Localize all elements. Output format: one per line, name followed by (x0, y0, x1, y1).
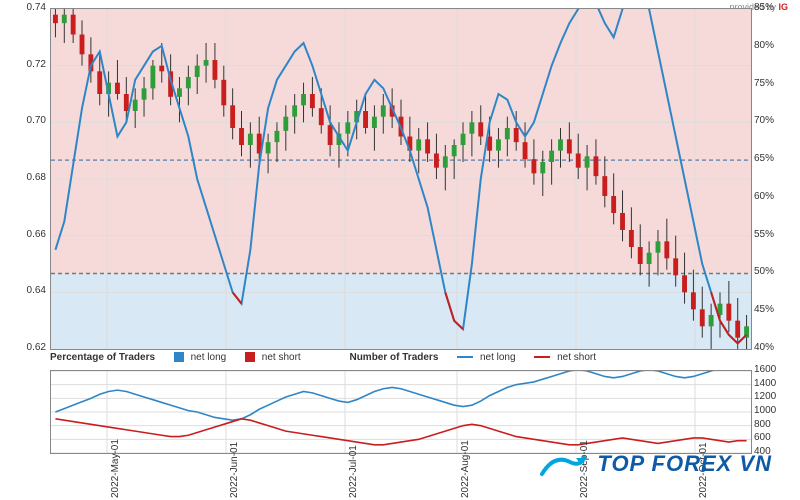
legend-box-short (245, 352, 255, 362)
right-tick: 40% (754, 342, 774, 353)
legend-num-title: Number of Traders (349, 352, 438, 363)
legend-netlong-label: net long (191, 352, 227, 363)
legend-netlong-num-label: net long (480, 352, 516, 363)
right-tick: 80% (754, 40, 774, 51)
sub-right-tick: 600 (754, 432, 771, 443)
main-chart (50, 8, 752, 350)
left-tick: 0.66 (27, 229, 46, 240)
x-tick: 2022-May-01 (110, 439, 112, 498)
legend-box-long (174, 352, 184, 362)
chart-container: provided by IG IG Client Sentiment 0.620… (0, 0, 800, 500)
left-tick: 0.62 (27, 342, 46, 353)
left-tick: 0.68 (27, 172, 46, 183)
sub-right-y-axis: 4006008001000120014001600 (752, 370, 796, 452)
right-tick: 60% (754, 191, 774, 202)
legend-netshort-num-label: net short (557, 352, 596, 363)
left-y-axis: 0.620.640.660.680.700.720.74 (10, 8, 48, 348)
legend-netshort-pct: net short (245, 352, 301, 363)
legend-row: Percentage of Traders net long net short… (50, 352, 750, 368)
sub-right-tick: 1600 (754, 364, 776, 375)
x-tick: 2022-Jul-01 (348, 445, 350, 498)
left-tick: 0.70 (27, 115, 46, 126)
right-tick: 45% (754, 304, 774, 315)
sub-chart (50, 370, 752, 454)
right-tick: 55% (754, 229, 774, 240)
right-tick: 65% (754, 153, 774, 164)
legend-netlong-pct: net long (174, 352, 226, 363)
left-tick: 0.72 (27, 59, 46, 70)
x-tick: 2022-Jun-01 (229, 442, 231, 498)
sub-right-tick: 1200 (754, 391, 776, 402)
right-y-axis: 40%45%50%55%60%65%70%75%80%85% (752, 8, 790, 348)
watermark-text: TOP FOREX VN (597, 451, 772, 476)
right-tick: 70% (754, 115, 774, 126)
legend-line-short (534, 356, 550, 358)
left-tick: 0.64 (27, 285, 46, 296)
legend-pct-title: Percentage of Traders (50, 352, 155, 363)
legend-netshort-num: net short (534, 352, 596, 363)
legend-line-long (457, 356, 473, 358)
right-tick: 50% (754, 266, 774, 277)
sub-right-tick: 800 (754, 419, 771, 430)
left-tick: 0.74 (27, 2, 46, 13)
right-tick: 85% (754, 2, 774, 13)
right-tick: 75% (754, 78, 774, 89)
sub-right-tick: 1400 (754, 378, 776, 389)
legend-netlong-num: net long (457, 352, 515, 363)
legend-netshort-label: net short (262, 352, 301, 363)
x-tick: 2022-Aug-01 (460, 440, 462, 498)
swoosh-icon (540, 452, 586, 478)
sub-right-tick: 1000 (754, 405, 776, 416)
watermark: TOP FOREX VN (540, 451, 772, 478)
